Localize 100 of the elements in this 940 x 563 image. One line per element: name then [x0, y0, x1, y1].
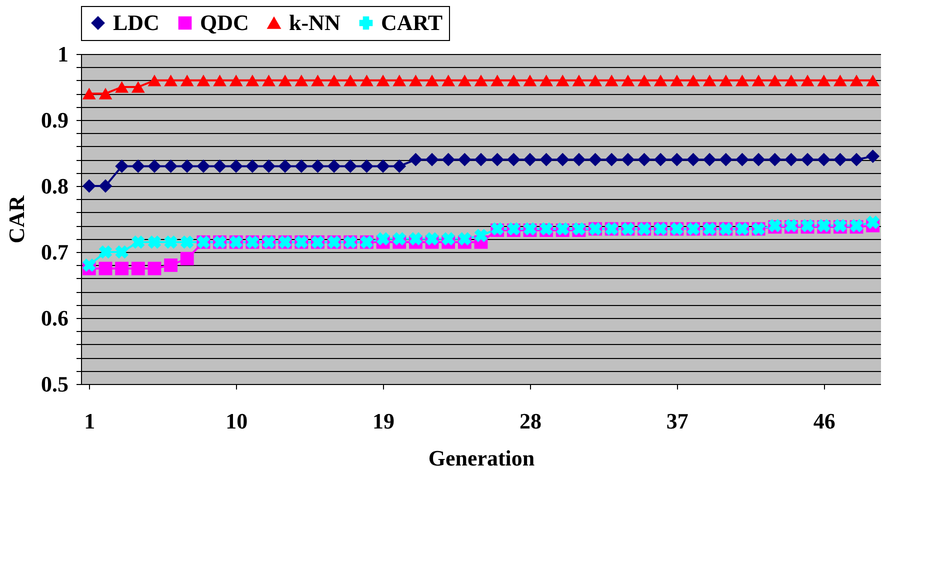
point [98, 88, 112, 100]
point [115, 262, 129, 276]
point [458, 232, 472, 246]
point [115, 159, 129, 173]
y-tick-label: 0.7 [41, 240, 68, 264]
point [425, 232, 439, 246]
point [360, 74, 374, 86]
point [360, 159, 374, 173]
point [719, 152, 733, 166]
point [344, 159, 358, 173]
point [98, 245, 112, 259]
point [409, 232, 422, 246]
point [506, 152, 520, 166]
legend-label: k-NN [289, 10, 340, 35]
point [196, 74, 210, 86]
point [344, 74, 358, 86]
point [180, 159, 194, 173]
point [278, 74, 292, 86]
point [686, 74, 700, 86]
point [180, 74, 194, 86]
point [506, 74, 520, 86]
point [752, 74, 766, 86]
point [115, 81, 129, 93]
point [784, 152, 798, 166]
point [638, 152, 651, 166]
point [621, 74, 635, 86]
point [474, 74, 488, 86]
x-tick-label: 10 [226, 408, 248, 434]
point [866, 74, 880, 86]
point [490, 74, 504, 86]
point [540, 74, 554, 86]
point [180, 252, 194, 266]
point [311, 74, 324, 86]
point [164, 258, 178, 272]
point [82, 179, 96, 193]
point [719, 74, 733, 86]
point [148, 262, 162, 276]
point [556, 152, 570, 166]
point [442, 232, 455, 246]
point [752, 152, 766, 166]
point [588, 152, 602, 166]
point [817, 152, 831, 166]
x-axis-title: Generation [428, 446, 535, 470]
point [229, 159, 243, 173]
point [196, 159, 210, 173]
x-tick-label: 1 [84, 408, 96, 434]
point [131, 81, 145, 93]
point [556, 74, 570, 86]
point [327, 74, 341, 86]
point [800, 74, 814, 86]
point [523, 152, 537, 166]
point [768, 74, 782, 86]
y-tick-label: 0.8 [41, 174, 68, 198]
point [702, 74, 716, 86]
point [376, 232, 390, 246]
point [425, 74, 439, 86]
point [294, 159, 308, 173]
point [604, 152, 618, 166]
point [490, 152, 504, 166]
point [523, 74, 537, 86]
point [131, 159, 145, 173]
point [392, 159, 406, 173]
point [311, 159, 324, 173]
y-tick-label: 0.6 [41, 306, 68, 330]
point [262, 74, 276, 86]
x-tick-label: 28 [519, 408, 542, 434]
point [654, 74, 668, 86]
point [736, 74, 749, 86]
x-tick-label: 19 [372, 408, 395, 434]
point [670, 74, 684, 86]
legend-label: CART [381, 10, 443, 35]
point [376, 159, 390, 173]
point [327, 159, 341, 173]
point [604, 74, 618, 86]
point [408, 74, 422, 86]
point [686, 152, 700, 166]
point [278, 159, 292, 173]
point [866, 216, 880, 229]
point [132, 235, 145, 249]
point [425, 152, 439, 166]
y-tick-label: 1 [58, 42, 68, 66]
point [148, 74, 162, 86]
point [246, 159, 260, 173]
point [817, 74, 831, 86]
point [392, 74, 406, 86]
point [82, 258, 96, 272]
point [98, 262, 112, 276]
point [572, 74, 586, 86]
point [670, 152, 684, 166]
point [768, 152, 782, 166]
point [164, 74, 178, 86]
point [638, 74, 651, 86]
point [131, 262, 145, 276]
point [180, 235, 194, 249]
point [458, 74, 472, 86]
point [442, 74, 456, 86]
point [213, 159, 226, 173]
point [540, 152, 554, 166]
point [588, 74, 602, 86]
point [736, 152, 749, 166]
